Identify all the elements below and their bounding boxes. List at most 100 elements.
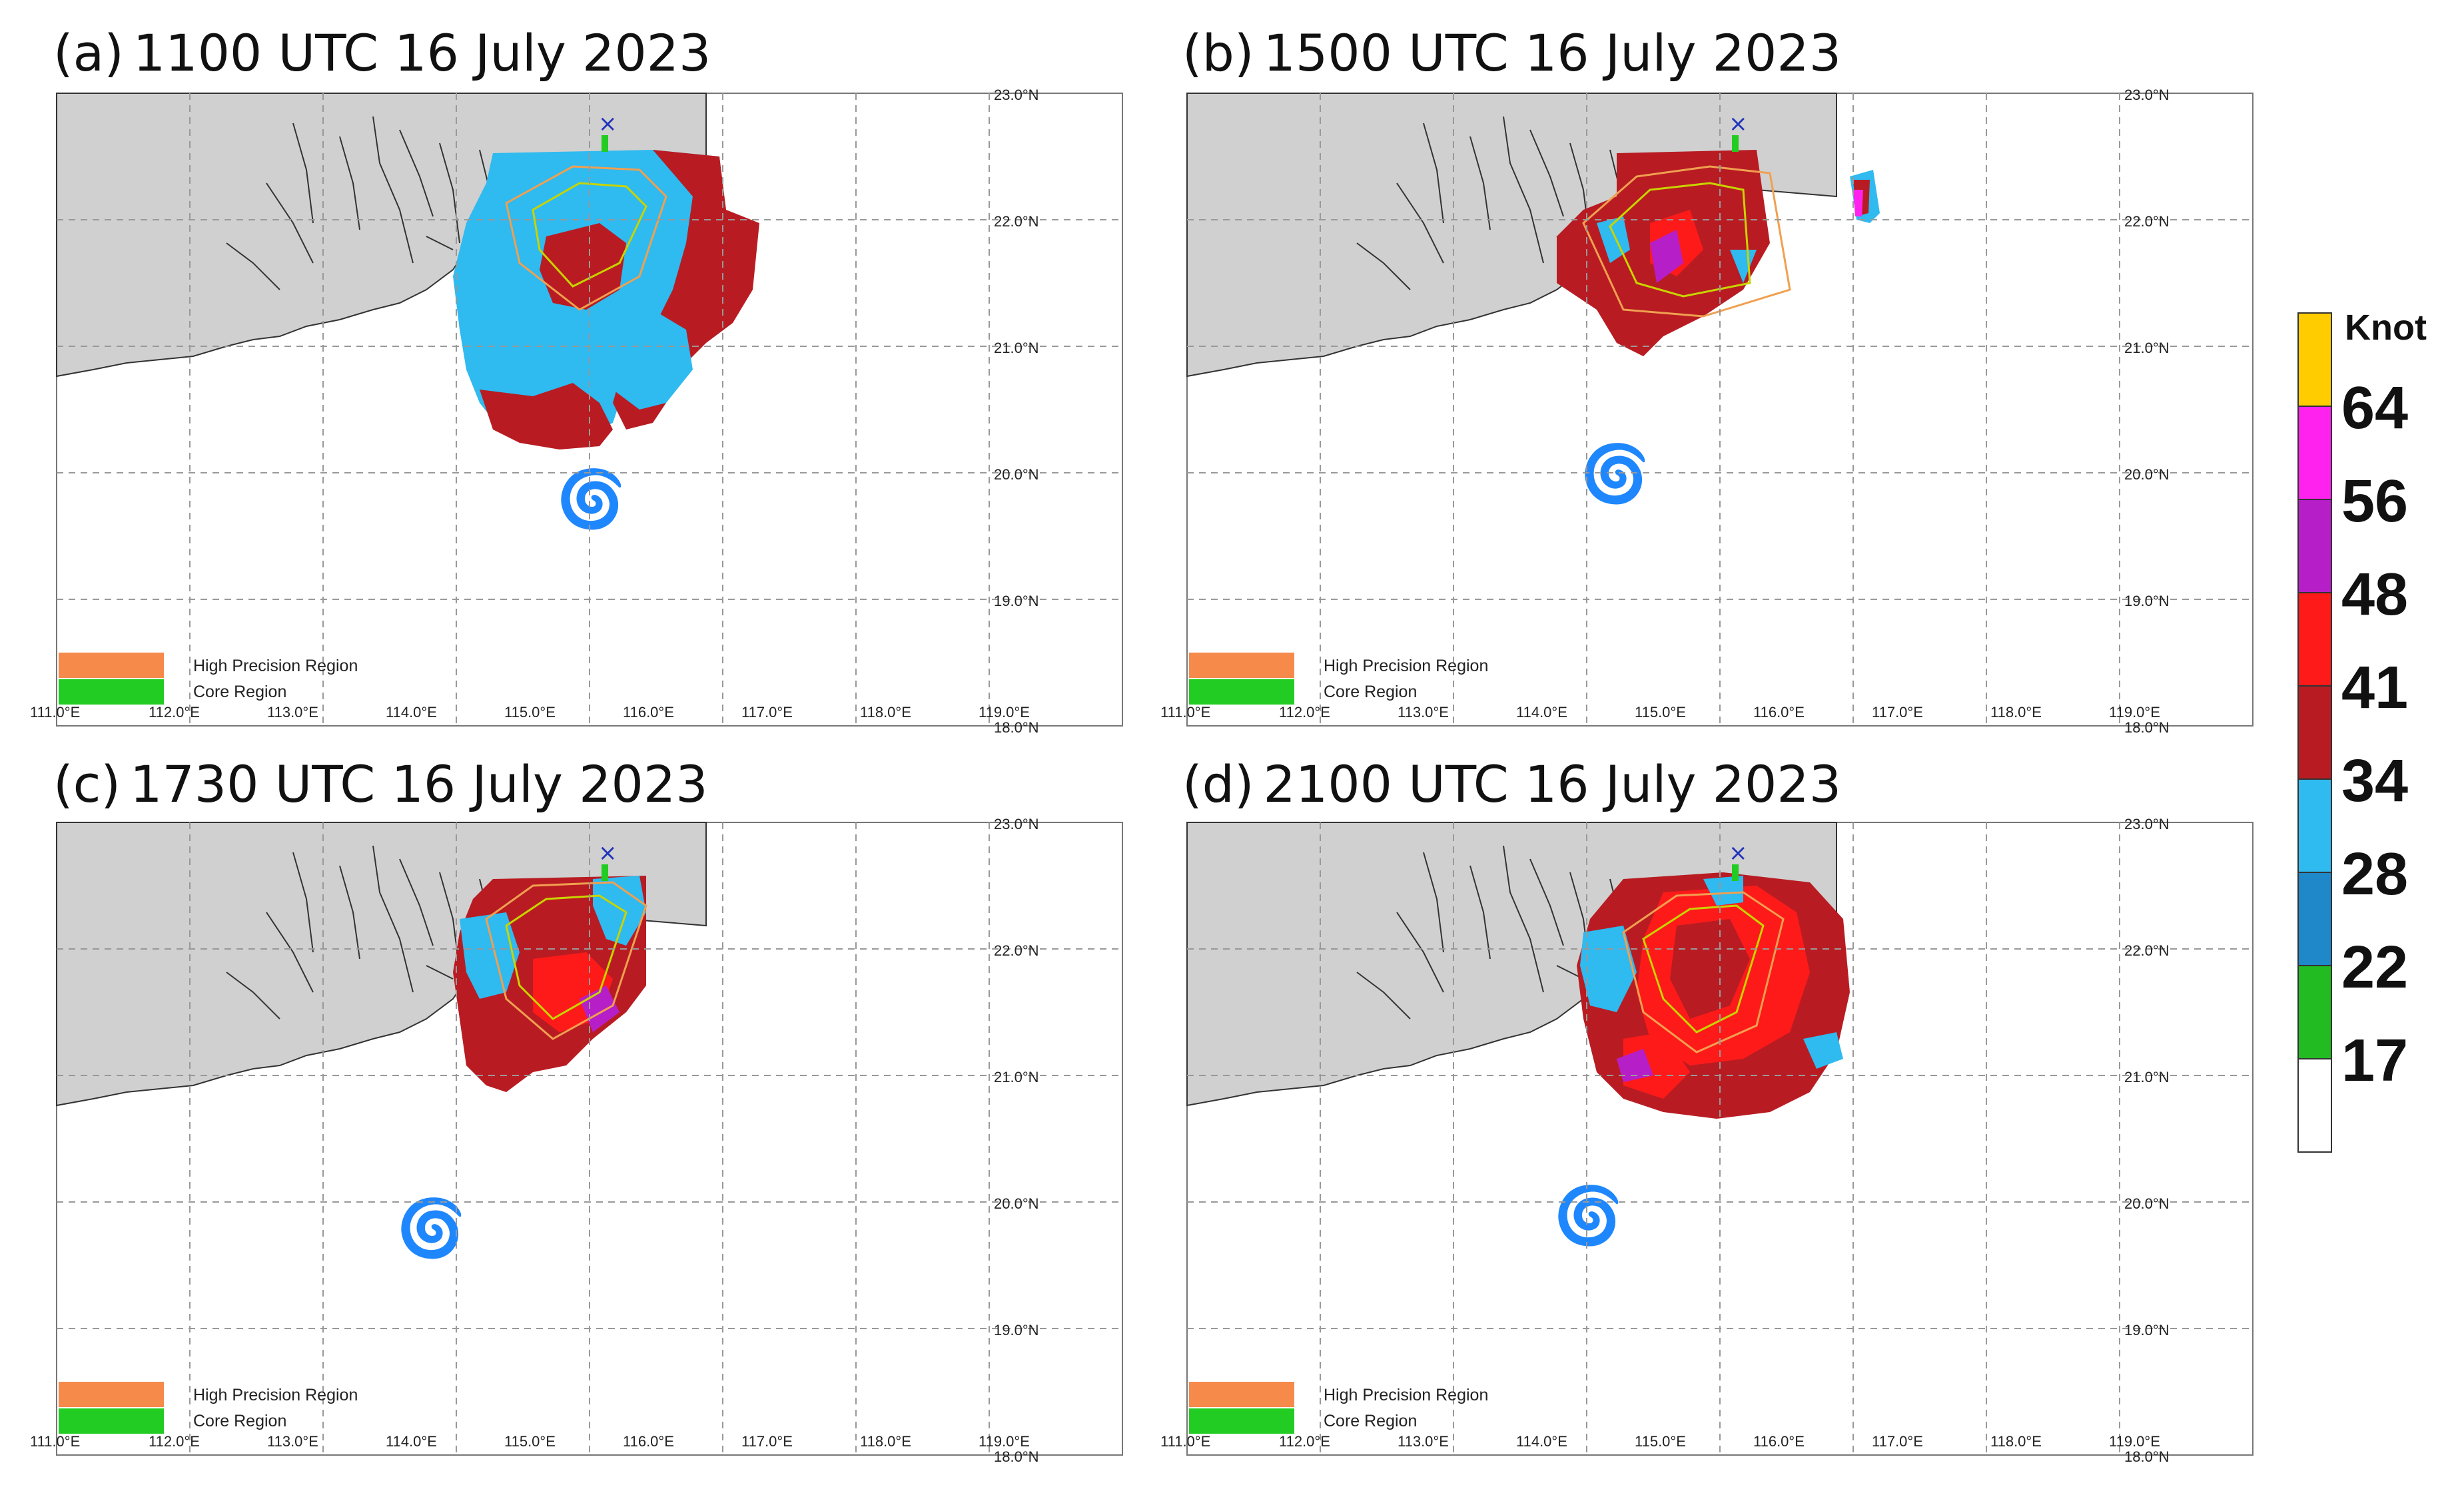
legend-label-core: Core Region (193, 683, 286, 701)
lon-label: 111.0°E (1160, 704, 1210, 721)
panel-title-a: (a) 1100 UTC 16 July 2023 (53, 28, 711, 79)
map-panel-c: × 🌀 23.0°N 22.0°N 21.0°N 20.0°N 19.0°N 1… (30, 816, 1123, 1465)
lon-label: 114.0°E (386, 704, 437, 721)
lat-label: 18.0°N (994, 719, 1039, 736)
panel-title-b: (b) 1500 UTC 16 July 2023 (1182, 28, 1841, 79)
wind-zone-34-41kt (540, 223, 626, 310)
high-precision-region-outline (485, 881, 647, 1040)
colorbar-bin-17-22 (2297, 965, 2332, 1059)
high-precision-region-outline (1582, 165, 1791, 318)
station-marker: × (598, 840, 617, 866)
legend-label-high-precision: High Precision Region (1324, 657, 1488, 675)
lat-label: 21.0°N (994, 340, 1039, 356)
wind-zone-28-34kt (593, 876, 646, 946)
colorbar-unit: Knot (2345, 308, 2427, 348)
lat-label-group: 23.0°N 22.0°N 21.0°N 20.0°N 19.0°N 18.0°… (994, 816, 1039, 1465)
wind-zone-28-34kt (460, 912, 520, 999)
lon-label-group: 111.0°E 112.0°E 113.0°E 114.0°E 115.0°E … (30, 704, 1030, 721)
lat-label: 18.0°N (2124, 1448, 2170, 1465)
lat-label: 23.0°N (2124, 816, 2170, 832)
lat-label: 20.0°N (2124, 466, 2170, 483)
wind-zone-56-64kt (1853, 190, 1863, 216)
lon-label: 113.0°E (1398, 1433, 1449, 1450)
wind-zone-28-34kt (613, 310, 693, 410)
station-marker: × (598, 111, 617, 137)
panel-label: (d) (1182, 754, 1254, 814)
lon-label: 112.0°E (149, 704, 200, 721)
legend-swatch-high-precision (1189, 653, 1294, 678)
tc-symbol: 🌀 (1553, 1182, 1623, 1248)
map-panel-b: × 🌀 23.0°N 22.0°N 21.0°N 20.0°N 19.0°N 1… (1160, 87, 2254, 736)
colorbar-tick: 28 (2341, 841, 2408, 908)
wind-zone-34-41kt (480, 383, 613, 449)
lat-label-group: 23.0°N 22.0°N 21.0°N 20.0°N 19.0°N 18.0°… (2124, 816, 2170, 1465)
lon-label: 118.0°E (860, 704, 911, 721)
legend-swatch-core (1189, 679, 1294, 705)
lat-label: 21.0°N (2124, 340, 2170, 356)
legend-label-core: Core Region (1324, 1412, 1417, 1430)
panel-time: 1100 UTC 16 July 2023 (133, 23, 711, 83)
colorbar-bin-below-17 (2297, 1058, 2332, 1153)
panel-time: 1500 UTC 16 July 2023 (1263, 23, 1842, 83)
lat-label: 19.0°N (2124, 1322, 2170, 1338)
colorbar-tick: 56 (2341, 468, 2408, 535)
high-precision-region-outline (1622, 891, 1785, 1053)
panel-title-d: (d) 2100 UTC 16 July 2023 (1182, 759, 1841, 810)
panel-time: 2100 UTC 16 July 2023 (1263, 754, 1842, 814)
map-legend: High Precision Region Core Region (59, 653, 358, 705)
legend-swatch-high-precision (59, 1382, 164, 1407)
station-mast (1732, 864, 1739, 881)
lat-label: 20.0°N (2124, 1195, 2170, 1212)
lon-label: 119.0°E (979, 704, 1030, 721)
lat-label: 22.0°N (994, 213, 1039, 230)
lon-label: 116.0°E (1753, 1433, 1805, 1450)
legend-label-high-precision: High Precision Region (1324, 1386, 1488, 1404)
lon-label: 118.0°E (860, 1433, 911, 1450)
panel-label: (a) (53, 23, 124, 83)
wind-zone-48-56kt (1617, 1049, 1653, 1082)
lat-label: 18.0°N (2124, 719, 2170, 736)
colorbar-tick: 41 (2341, 655, 2408, 721)
legend-label-high-precision: High Precision Region (193, 1386, 358, 1404)
lon-label: 116.0°E (623, 1433, 674, 1450)
colorbar-bin-48-56 (2297, 499, 2332, 593)
lat-label: 19.0°N (994, 593, 1039, 609)
wind-zone-41-48kt (1623, 1032, 1690, 1099)
lon-label: 116.0°E (623, 704, 674, 721)
wind-zone-28-34kt (1803, 1032, 1843, 1069)
map-grid (57, 93, 1122, 726)
map-legend: High Precision Region Core Region (1189, 653, 1488, 705)
colorbar-tick: 22 (2341, 934, 2408, 1001)
colorbar-tick: 48 (2341, 561, 2408, 628)
lat-label-group: 23.0°N 22.0°N 21.0°N 20.0°N 19.0°N 18.0°… (994, 87, 1039, 736)
station-marker: × (1729, 111, 1748, 137)
wind-zone-28-34kt (1730, 250, 1757, 283)
lon-label: 114.0°E (386, 1433, 437, 1450)
lon-label: 118.0°E (1990, 704, 2042, 721)
lon-label: 111.0°E (30, 704, 80, 721)
lon-label: 112.0°E (149, 1433, 200, 1450)
lon-label-group: 111.0°E 112.0°E 113.0°E 114.0°E 115.0°E … (30, 1433, 1030, 1450)
lat-label: 18.0°N (994, 1448, 1039, 1465)
lon-label: 111.0°E (1160, 1433, 1210, 1450)
panel-time: 1730 UTC 16 July 2023 (130, 754, 708, 814)
wind-zone-28-34kt (1580, 926, 1637, 1012)
lon-label: 112.0°E (1279, 1433, 1330, 1450)
tc-symbol: 🌀 (396, 1195, 466, 1261)
map-grid (1187, 822, 2253, 1455)
map-legend: High Precision Region Core Region (59, 1382, 358, 1434)
map-panel-a: × 🌀 23.0°N 22.0°N 21.0°N 20.0°N 19.0°N 1… (30, 87, 1123, 736)
map-grid (1187, 93, 2253, 726)
lon-label: 111.0°E (30, 1433, 80, 1450)
lon-label: 114.0°E (1516, 704, 1567, 721)
wind-zone-48-56kt (1650, 230, 1683, 283)
legend-label-high-precision: High Precision Region (193, 657, 358, 675)
lon-label: 115.0°E (504, 704, 556, 721)
lon-label: 112.0°E (1279, 704, 1330, 721)
legend-swatch-core (1189, 1408, 1294, 1434)
core-region-outline (505, 894, 627, 1020)
lon-label: 117.0°E (741, 704, 793, 721)
panel-label: (c) (53, 754, 121, 814)
lon-label: 117.0°E (1872, 1433, 1923, 1450)
legend-swatch-high-precision (59, 653, 164, 678)
